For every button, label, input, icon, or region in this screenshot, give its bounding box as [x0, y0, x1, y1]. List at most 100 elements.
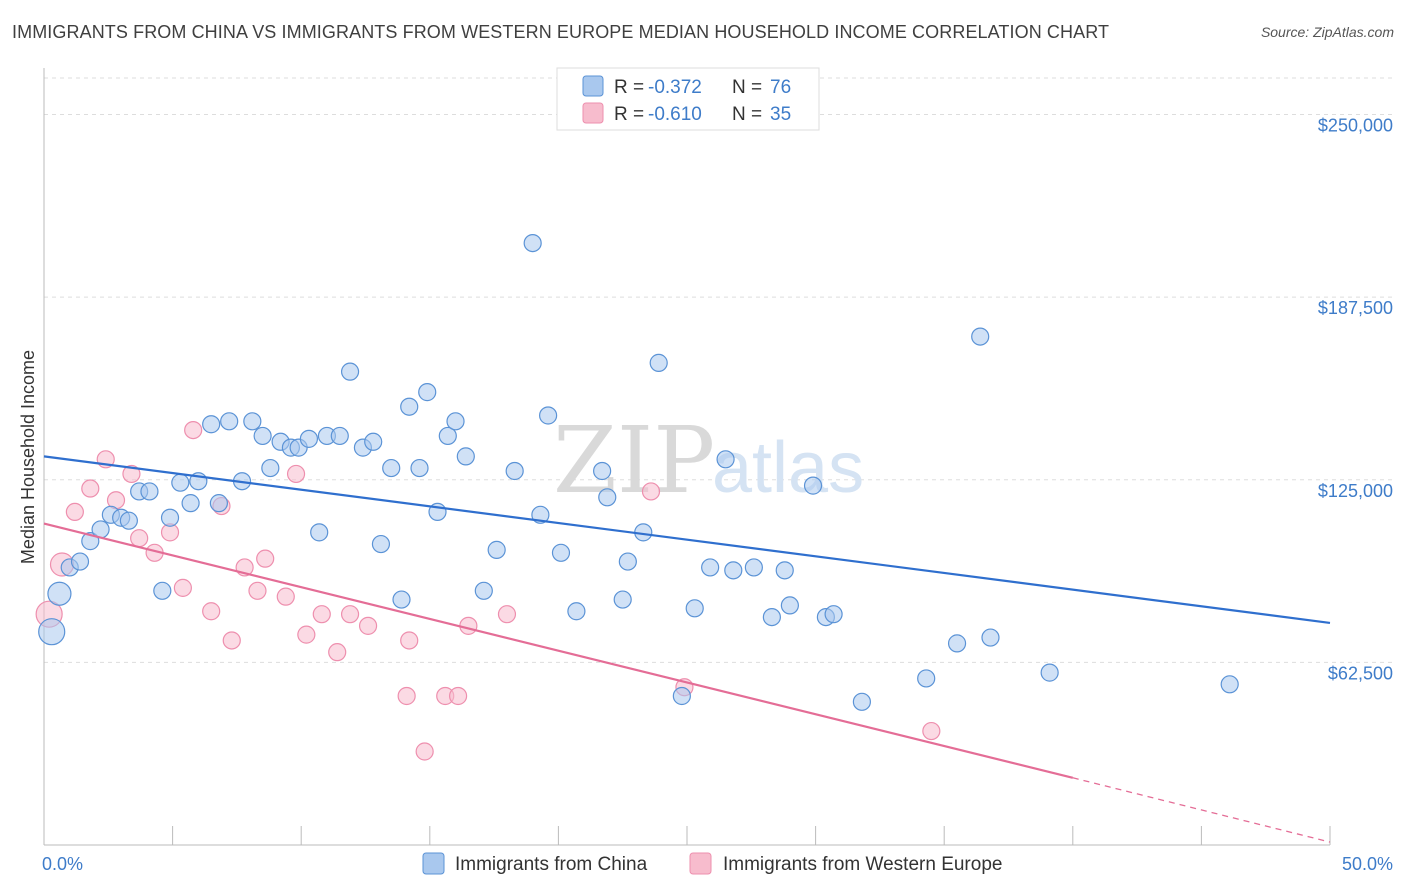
we-point-34 — [922, 721, 941, 741]
china-point-71 — [947, 634, 967, 653]
china-point-57 — [672, 686, 691, 706]
we-point-2 — [65, 502, 84, 522]
we-n-label: N = — [732, 104, 762, 125]
china-r-value: -0.372 — [648, 77, 702, 98]
china-legend-swatch — [582, 75, 604, 97]
china-point-38 — [418, 383, 437, 402]
china-point-8 — [119, 511, 138, 530]
china-point-68 — [824, 605, 843, 624]
china-point-10 — [140, 482, 159, 501]
china-series — [38, 233, 1239, 711]
china-point-74 — [1040, 663, 1059, 682]
china-point-37 — [410, 458, 429, 478]
china-series-swatch — [422, 852, 445, 875]
we-point-7 — [130, 529, 149, 548]
china-point-33 — [371, 534, 391, 554]
china-point-69 — [852, 692, 871, 711]
y-tick-label-2: $187,500 — [1318, 298, 1393, 318]
china-point-32 — [364, 432, 383, 451]
we-point-25 — [397, 686, 416, 706]
china-point-21 — [253, 426, 272, 446]
china-point-60 — [716, 450, 735, 469]
china-point-53 — [613, 590, 632, 609]
china-point-75 — [1220, 675, 1239, 694]
china-point-34 — [382, 458, 401, 478]
china-trend-line — [43, 455, 1331, 625]
china-point-54 — [618, 552, 637, 571]
we-point-29 — [448, 686, 468, 706]
we-point-32 — [641, 482, 661, 501]
y-tick-label-1: $125,000 — [1318, 481, 1393, 501]
china-point-62 — [744, 558, 763, 577]
we-r-value: -0.610 — [648, 104, 702, 125]
we-r-label: R = — [614, 104, 644, 125]
we-point-23 — [340, 605, 360, 624]
china-point-66 — [803, 476, 823, 495]
china-series-label: Immigrants from China — [455, 854, 648, 875]
china-point-64 — [775, 561, 794, 580]
we-point-11 — [184, 420, 203, 440]
we-point-17 — [256, 549, 275, 568]
china-point-26 — [299, 429, 319, 448]
china-point-49 — [551, 543, 571, 562]
we-point-12 — [202, 602, 221, 621]
china-point-44 — [487, 540, 506, 559]
china-point-40 — [438, 426, 457, 446]
series-legend: Immigrants from China Immigrants from We… — [422, 852, 1002, 875]
watermark-atlas: atlas — [712, 428, 864, 508]
china-point-48 — [539, 406, 558, 425]
china-point-17 — [209, 494, 228, 513]
china-point-30 — [340, 362, 360, 381]
china-point-52 — [598, 488, 617, 507]
china-point-61 — [724, 561, 743, 580]
source-note: Source: ZipAtlas.com — [1260, 24, 1394, 40]
chart-title: IMMIGRANTS FROM CHINA VS IMMIGRANTS FROM… — [12, 22, 1110, 42]
china-point-56 — [649, 353, 668, 372]
we-point-14 — [222, 631, 241, 650]
china-point-42 — [456, 447, 475, 466]
we-point-20 — [297, 625, 316, 644]
we-point-10 — [173, 578, 192, 597]
watermark-zip: ZIP — [553, 407, 715, 514]
we-point-26 — [400, 631, 419, 650]
watermark: ZIP atlas — [553, 407, 864, 514]
china-point-12 — [160, 508, 180, 527]
china-point-35 — [392, 590, 411, 609]
y-axis-ticks: $62,500 $125,000 $187,500 $250,000 — [1318, 116, 1393, 684]
china-point-20 — [243, 412, 262, 431]
china-point-22 — [261, 458, 280, 478]
china-point-70 — [917, 669, 936, 688]
china-point-41 — [446, 412, 465, 431]
china-point-0 — [38, 618, 66, 646]
we-point-31 — [497, 605, 517, 624]
china-point-18 — [220, 412, 239, 431]
china-point-65 — [780, 596, 799, 615]
we-point-21 — [312, 605, 331, 624]
china-point-36 — [400, 397, 419, 416]
we-trend-line — [43, 522, 1074, 779]
china-point-51 — [593, 461, 612, 481]
stats-legend: R = -0.372 N = 76 R = -0.610 N = 35 — [556, 67, 820, 131]
china-r-label: R = — [614, 77, 644, 98]
x-tick-max: 50.0% — [1342, 854, 1393, 874]
we-series-label: Immigrants from Western Europe — [723, 854, 1002, 875]
we-point-22 — [328, 643, 347, 662]
we-point-27 — [415, 742, 434, 761]
china-point-63 — [762, 607, 781, 627]
china-point-1 — [47, 581, 72, 606]
china-point-50 — [567, 602, 586, 621]
we-series-swatch — [689, 852, 712, 875]
china-point-58 — [685, 599, 704, 618]
we-point-19 — [286, 464, 306, 484]
china-point-46 — [523, 233, 542, 253]
we-point-3 — [81, 479, 100, 498]
china-point-73 — [981, 628, 1000, 647]
y-tick-label-0: $62,500 — [1328, 663, 1393, 683]
china-n-value: 76 — [770, 77, 791, 98]
x-tick-min: 0.0% — [42, 854, 83, 874]
we-legend-swatch — [582, 102, 604, 124]
china-point-13 — [171, 473, 190, 492]
china-point-27 — [310, 523, 329, 542]
china-point-72 — [971, 327, 990, 346]
